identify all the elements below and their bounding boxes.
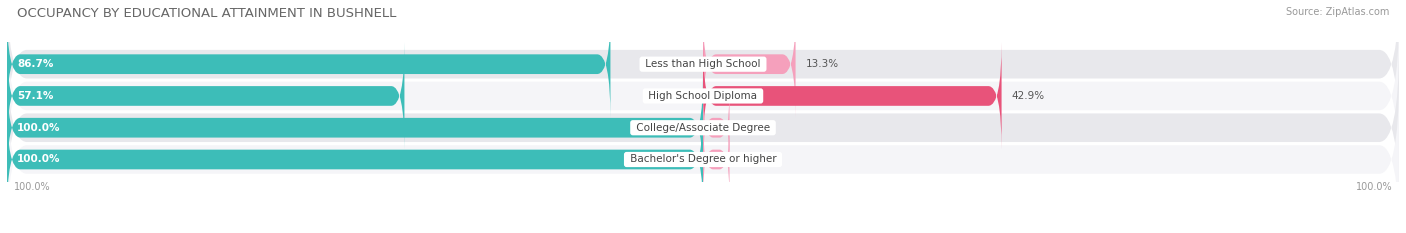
- Text: OCCUPANCY BY EDUCATIONAL ATTAINMENT IN BUSHNELL: OCCUPANCY BY EDUCATIONAL ATTAINMENT IN B…: [17, 7, 396, 20]
- Text: 86.7%: 86.7%: [17, 59, 53, 69]
- Text: 0.0%: 0.0%: [713, 154, 740, 164]
- Text: Less than High School: Less than High School: [643, 59, 763, 69]
- FancyBboxPatch shape: [7, 79, 1399, 233]
- Text: 13.3%: 13.3%: [806, 59, 838, 69]
- FancyBboxPatch shape: [7, 15, 1399, 177]
- FancyBboxPatch shape: [703, 122, 730, 197]
- FancyBboxPatch shape: [7, 0, 1399, 145]
- Text: 42.9%: 42.9%: [1011, 91, 1045, 101]
- Text: 100.0%: 100.0%: [14, 182, 51, 192]
- FancyBboxPatch shape: [703, 42, 1001, 150]
- Text: College/Associate Degree: College/Associate Degree: [633, 123, 773, 133]
- Text: 0.0%: 0.0%: [713, 123, 740, 133]
- FancyBboxPatch shape: [7, 42, 405, 150]
- FancyBboxPatch shape: [703, 10, 796, 118]
- Text: Source: ZipAtlas.com: Source: ZipAtlas.com: [1285, 7, 1389, 17]
- FancyBboxPatch shape: [703, 90, 730, 165]
- Text: 100.0%: 100.0%: [1355, 182, 1392, 192]
- Text: High School Diploma: High School Diploma: [645, 91, 761, 101]
- Text: Bachelor's Degree or higher: Bachelor's Degree or higher: [627, 154, 779, 164]
- Text: 100.0%: 100.0%: [17, 123, 60, 133]
- FancyBboxPatch shape: [7, 74, 703, 182]
- FancyBboxPatch shape: [7, 10, 610, 118]
- Text: 100.0%: 100.0%: [17, 154, 60, 164]
- FancyBboxPatch shape: [7, 106, 703, 213]
- Text: 57.1%: 57.1%: [17, 91, 53, 101]
- FancyBboxPatch shape: [7, 47, 1399, 209]
